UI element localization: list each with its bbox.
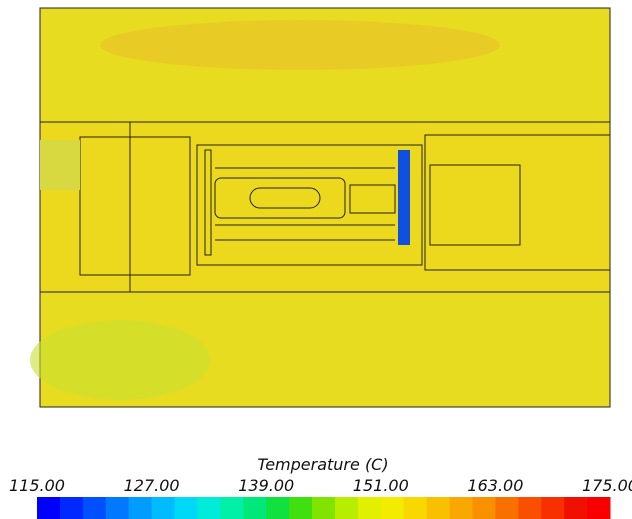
colorbar-swatch — [541, 497, 564, 519]
colorbar-tick-label: 127.00 — [124, 476, 180, 495]
colorbar-tick-label: 175.00 — [582, 476, 632, 495]
colorbar-swatch — [587, 497, 610, 519]
colorbar-swatch — [518, 497, 541, 519]
colorbar-tick-label: 151.00 — [353, 476, 409, 495]
colorbar-swatch — [381, 497, 404, 519]
colorbar-swatch — [450, 497, 473, 519]
colorbar-swatch — [472, 497, 495, 519]
colorbar-swatch — [106, 497, 129, 519]
colorbar-swatch — [129, 497, 152, 519]
page: Temperature (C) 115.00 127.00 139.00 151.00… — [0, 0, 632, 519]
warm-zone — [100, 20, 500, 70]
colorbar-tick-label: 139.00 — [238, 476, 294, 495]
colorbar-title: Temperature (C) — [257, 455, 388, 474]
contour-plot — [30, 8, 610, 407]
colorbar-swatch — [266, 497, 289, 519]
colorbar-swatch — [312, 497, 335, 519]
colorbar-swatch — [220, 497, 243, 519]
colorbar-tick-label: 115.00 — [9, 476, 65, 495]
left-port — [40, 140, 80, 190]
colorbar-swatch — [243, 497, 266, 519]
colorbar-swatch — [335, 497, 358, 519]
screenshot: Temperature (C) 115.00 127.00 139.00 151.00… — [0, 0, 632, 519]
colorbar-swatch — [60, 497, 83, 519]
colorbar-swatch — [404, 497, 427, 519]
cold-plate — [398, 150, 410, 245]
colorbar-swatch — [427, 497, 450, 519]
colorbar-tick-label: 163.00 — [467, 476, 523, 495]
body — [40, 122, 610, 292]
colorbar-swatch — [83, 497, 106, 519]
colorbar-swatch — [37, 497, 60, 519]
cool-zone — [30, 320, 210, 400]
colorbar-swatch — [197, 497, 220, 519]
colorbar-swatch — [358, 497, 381, 519]
colorbar-swatch — [564, 497, 587, 519]
colorbar-swatch — [289, 497, 312, 519]
colorbar-swatch — [495, 497, 518, 519]
colorbar-swatch — [152, 497, 175, 519]
colorbar-swatch — [175, 497, 198, 519]
